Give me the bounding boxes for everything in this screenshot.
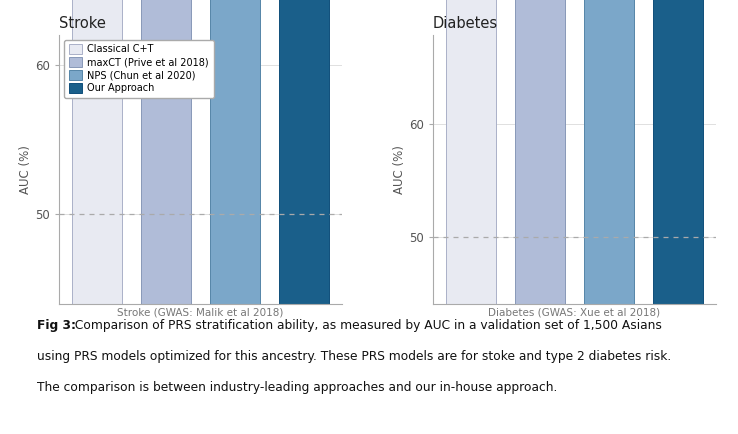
Bar bbox=[446, 0, 496, 304]
Bar bbox=[141, 0, 191, 304]
Text: Fig 3:: Fig 3: bbox=[37, 319, 76, 332]
X-axis label: Stroke (GWAS: Malik et al 2018): Stroke (GWAS: Malik et al 2018) bbox=[117, 308, 284, 318]
Bar bbox=[584, 0, 634, 304]
Text: using PRS models optimized for this ancestry. These PRS models are for stoke and: using PRS models optimized for this ance… bbox=[37, 350, 671, 363]
Legend: Classical C+T, maxCT (Prive et al 2018), NPS (Chun et al 2020), Our Approach: Classical C+T, maxCT (Prive et al 2018),… bbox=[64, 39, 214, 98]
Bar bbox=[279, 0, 329, 304]
Bar bbox=[210, 0, 260, 304]
Text: Comparison of PRS stratification ability, as measured by AUC in a validation set: Comparison of PRS stratification ability… bbox=[71, 319, 662, 332]
Text: Stroke: Stroke bbox=[59, 16, 106, 31]
Y-axis label: AUC (%): AUC (%) bbox=[393, 145, 406, 194]
X-axis label: Diabetes (GWAS: Xue et al 2018): Diabetes (GWAS: Xue et al 2018) bbox=[489, 308, 661, 318]
Text: Diabetes: Diabetes bbox=[432, 16, 498, 31]
Y-axis label: AUC (%): AUC (%) bbox=[19, 145, 32, 194]
Text: The comparison is between industry-leading approaches and our in-house approach.: The comparison is between industry-leadi… bbox=[37, 381, 557, 395]
Bar bbox=[515, 0, 565, 304]
Bar bbox=[653, 0, 703, 304]
Bar bbox=[72, 0, 122, 304]
